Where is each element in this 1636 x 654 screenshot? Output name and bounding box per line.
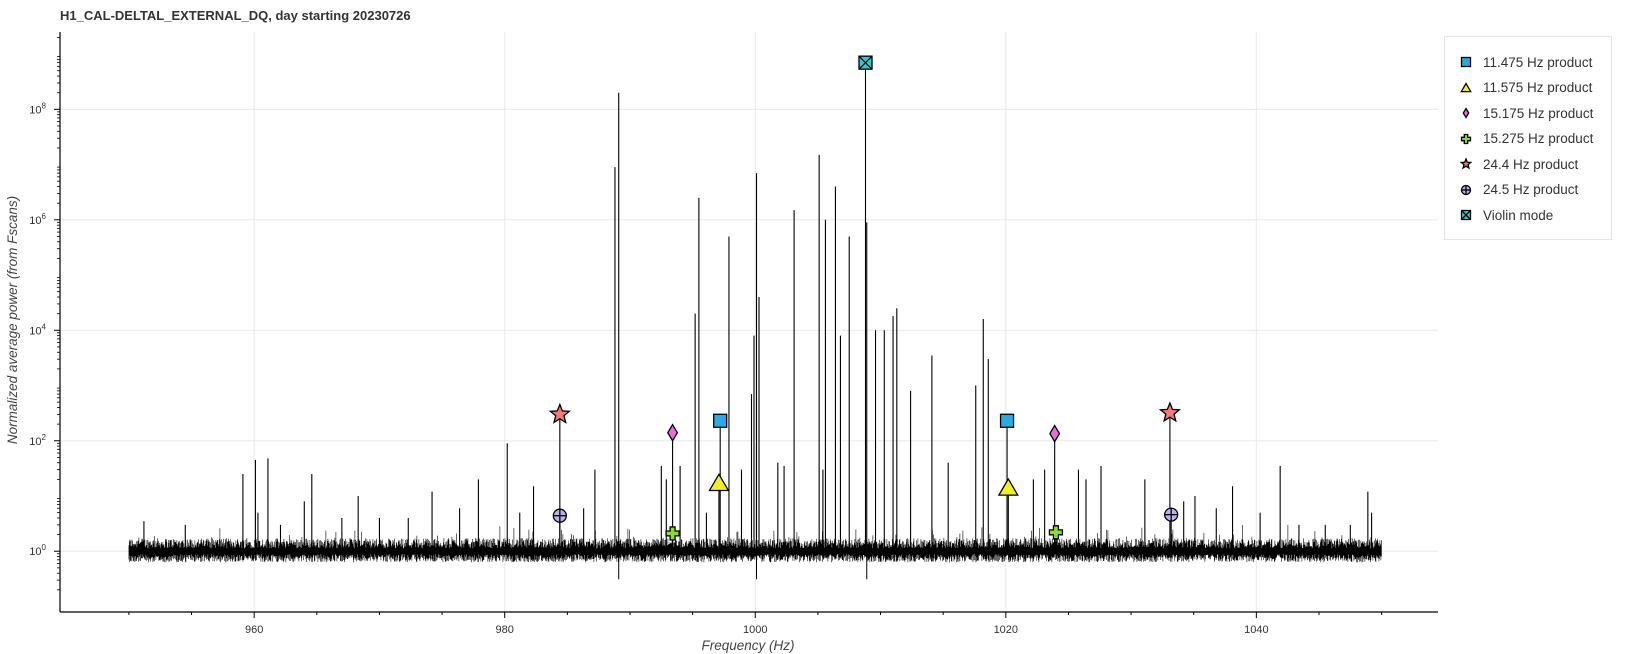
legend-swatch (1460, 133, 1472, 144)
legend-item: 15.175 Hz product (1459, 103, 1593, 123)
x-tick-label: 1020 (994, 624, 1018, 636)
y-tick-exponent: 2 (42, 433, 47, 442)
legend-label: 24.4 Hz product (1483, 156, 1579, 172)
circle-cross-marker (552, 508, 567, 523)
diamond-marker (1049, 424, 1061, 443)
triangle-marker (997, 477, 1019, 496)
x-tick-label: 1040 (1244, 624, 1268, 636)
legend-swatch (1460, 81, 1472, 92)
y-tick-label: 104 (29, 322, 46, 337)
y-tick-exponent: 8 (42, 101, 47, 110)
triangle-legend-marker (1460, 81, 1472, 92)
legend-item: 11.575 Hz product (1459, 78, 1592, 98)
circle-cross-marker (1164, 507, 1179, 522)
legend-item: 11.475 Hz product (1459, 52, 1592, 72)
y-tick-exponent: 6 (42, 212, 47, 221)
markers (548, 55, 1182, 541)
legend-swatch (1460, 56, 1472, 68)
legend-label: 15.275 Hz product (1483, 131, 1594, 146)
grid (60, 32, 1438, 612)
cross-legend-marker (1460, 133, 1472, 144)
cross-marker (665, 526, 680, 541)
y-tick-label: 106 (29, 212, 46, 227)
star-legend-marker (1459, 157, 1473, 170)
legend-label: 24.5 Hz product (1483, 182, 1579, 197)
y-tick-label: 108 (29, 101, 46, 116)
legend-label: 15.175 Hz product (1483, 105, 1594, 121)
square-x-marker (858, 55, 873, 70)
legend-item: Violin mode (1459, 205, 1553, 225)
legend-item: 15.275 Hz product (1459, 129, 1593, 149)
legend-swatch (1460, 184, 1472, 195)
square-legend-marker (1460, 56, 1472, 68)
legend-swatch (1460, 209, 1472, 221)
star-marker (1158, 401, 1182, 423)
y-axis-label: Normalized average power (from Fscans) (5, 196, 20, 444)
y-tick-label: 102 (29, 433, 46, 448)
square-marker (999, 413, 1015, 428)
diamond-legend-marker (1462, 107, 1470, 119)
y-tick-exponent: 0 (42, 543, 47, 552)
square-x-legend-marker (1460, 209, 1472, 221)
chart-title: H1_CAL-DELTAL_EXTERNAL_DQ, day starting … (60, 8, 411, 23)
diamond-marker (667, 423, 679, 442)
x-tick-label: 980 (496, 624, 514, 636)
cross-marker (1048, 525, 1064, 540)
y-tick-exponent: 4 (42, 322, 47, 331)
legend-label: 11.475 Hz product (1483, 54, 1593, 70)
square-marker (713, 413, 728, 428)
legend-item: 24.5 Hz product (1459, 180, 1578, 200)
y-tick-label: 100 (29, 543, 46, 558)
x-tick-label: 1000 (743, 624, 767, 636)
star-marker (548, 402, 571, 424)
legend-item: 24.4 Hz product (1459, 154, 1578, 174)
legend-label: Violin mode (1483, 207, 1554, 223)
triangle-marker (708, 472, 730, 492)
legend-label: 11.575 Hz product (1483, 80, 1593, 95)
legend-swatch (1459, 157, 1473, 170)
circle-cross-legend-marker (1460, 184, 1472, 195)
legend: 11.475 Hz product 11.575 Hz product 15.175… (1444, 36, 1612, 240)
x-axis-label: Frequency (Hz) (701, 638, 794, 653)
x-tick-label: 960 (245, 624, 263, 636)
legend-swatch (1462, 107, 1470, 119)
